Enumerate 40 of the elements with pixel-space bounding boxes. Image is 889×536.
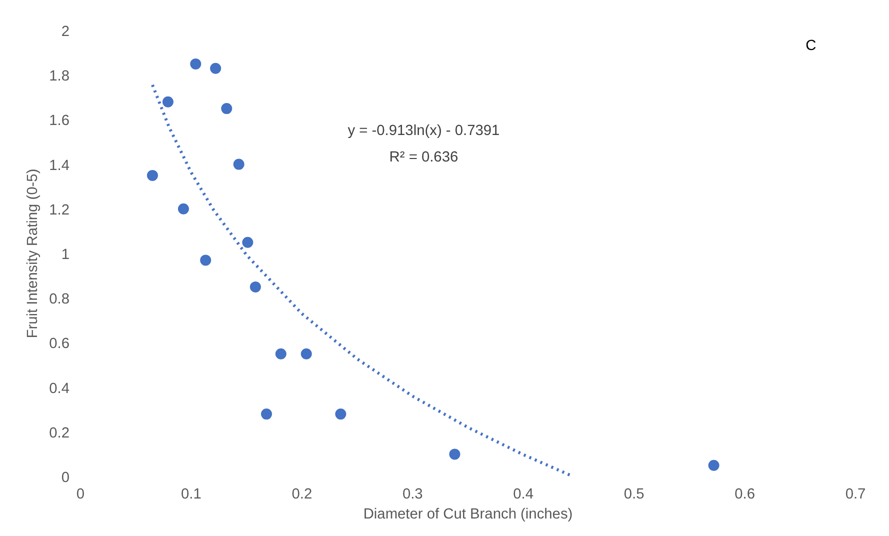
y-tick-label: 0.8: [49, 292, 70, 308]
y-tick-label: 1.4: [49, 158, 70, 174]
y-tick-label: 0: [61, 470, 70, 486]
point: [146, 170, 158, 181]
point: [275, 348, 286, 360]
point: [335, 408, 346, 420]
x-tick-label: 0.5: [624, 486, 644, 502]
point: [200, 254, 212, 266]
x-tick-label: 0.1: [181, 486, 202, 502]
y-tick-label: 2: [61, 24, 70, 40]
y-tick-label: 1.6: [49, 113, 70, 130]
point: [190, 58, 202, 70]
annotation: R² = 0.636: [389, 150, 458, 166]
x-tick-label: 0: [76, 486, 85, 502]
point: [162, 96, 174, 108]
x-tick-label: 0.3: [402, 486, 423, 502]
point: [250, 281, 261, 292]
point: [210, 62, 222, 74]
annotation: y = -0.913ln(x) - 0.7391: [348, 122, 500, 139]
y-tick-label: 0.6: [49, 336, 70, 352]
x-tick-label: 0.2: [292, 486, 312, 502]
point: [708, 460, 720, 471]
point: [449, 448, 460, 460]
y-tick-label: 1.2: [49, 202, 70, 218]
y-tick-label: 0.2: [49, 425, 70, 442]
x-tick-label: 0.4: [513, 486, 534, 502]
point: [233, 158, 244, 170]
point: [242, 236, 254, 248]
y-tick-label: 1: [61, 247, 70, 263]
point: [300, 348, 312, 360]
point: [178, 203, 189, 214]
y-tick-label: 0.4: [49, 380, 70, 397]
x-axis-title: Diameter of Cut Branch (inches): [363, 506, 573, 522]
x-tick-label: 0.7: [845, 486, 866, 502]
x-tick-label: 0.6: [734, 486, 755, 502]
annotation: C: [806, 38, 817, 54]
y-axis-title: Fruit Intensity Rating (0-5): [25, 168, 42, 338]
y-tick-label: 1.8: [49, 68, 70, 85]
point: [221, 103, 232, 114]
point: [261, 408, 272, 420]
